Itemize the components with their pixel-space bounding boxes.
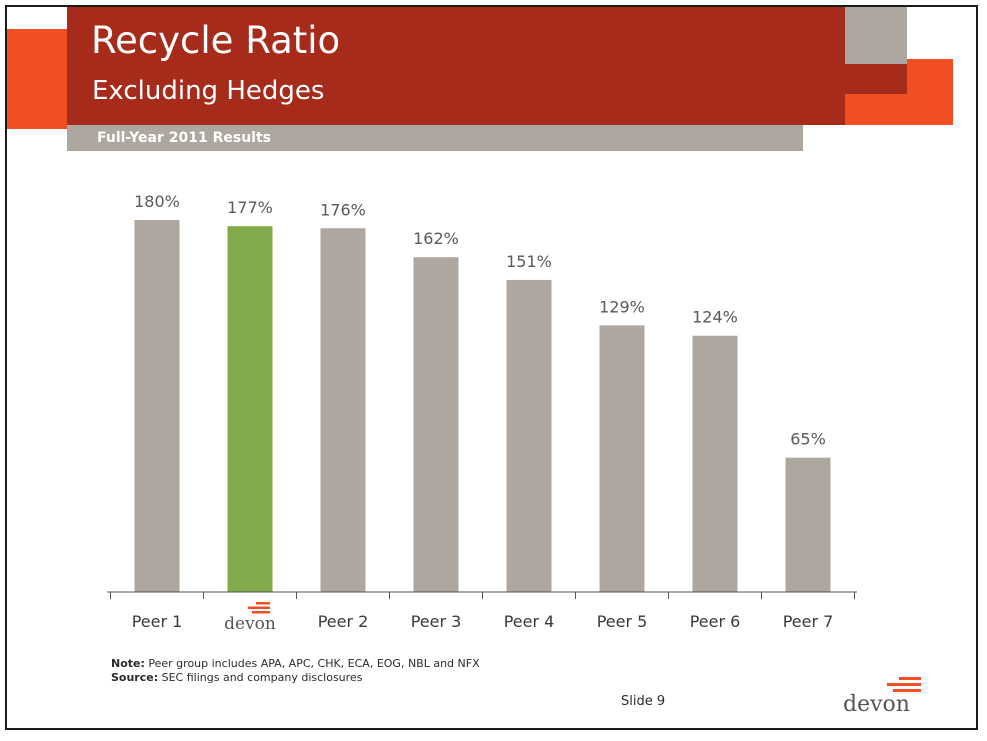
data-label: 177% <box>227 198 273 217</box>
data-label: 176% <box>320 200 366 219</box>
logo-stripe <box>887 683 921 686</box>
note-label: Note: <box>111 657 145 670</box>
bar <box>785 457 831 592</box>
data-label: 124% <box>692 308 738 327</box>
slide: Recycle Ratio Excluding Hedges Full-Year… <box>5 5 978 730</box>
data-label: 162% <box>413 229 459 248</box>
data-label: 65% <box>790 430 826 449</box>
bar <box>413 257 459 592</box>
logo-text: devon <box>843 692 910 717</box>
category-label: Peer 4 <box>504 612 555 631</box>
bar <box>134 220 180 592</box>
decorative-red-block <box>845 64 907 94</box>
data-label: 180% <box>134 192 180 211</box>
title-band <box>67 7 847 125</box>
category-label: Peer 5 <box>597 612 648 631</box>
slide-subtitle: Excluding Hedges <box>92 76 325 106</box>
results-label: Full-Year 2011 Results <box>97 130 271 146</box>
category-label: Peer 6 <box>690 612 741 631</box>
bar <box>506 279 552 592</box>
source-line: Source: SEC filings and company disclosu… <box>111 671 480 685</box>
bar-chart: 180% 177% 176% 162% 151% 129% 124% 65% Peer 1 dev… <box>107 192 857 634</box>
slide-number: Slide 9 <box>621 694 666 709</box>
logo-stripe <box>893 689 921 692</box>
data-label: 129% <box>599 297 645 316</box>
bar <box>320 228 366 592</box>
category-label: Peer 2 <box>318 612 369 631</box>
source-text: SEC filings and company disclosures <box>161 671 363 684</box>
logo-stripe <box>899 677 921 680</box>
source-label: Source: <box>111 671 159 684</box>
footnote: Note: Peer group includes APA, APC, CHK,… <box>111 657 480 685</box>
left-accent-block <box>7 29 67 129</box>
bar <box>599 325 645 592</box>
results-band <box>67 125 803 151</box>
logo-stripe <box>248 606 270 609</box>
decorative-gray-block <box>845 7 907 64</box>
category-label: Peer 3 <box>411 612 462 631</box>
category-label: Peer 7 <box>783 612 834 631</box>
note-line: Note: Peer group includes APA, APC, CHK,… <box>111 657 480 671</box>
logo-stripe <box>256 602 270 605</box>
devon-logo: devon <box>843 677 921 717</box>
data-label: 151% <box>506 252 552 271</box>
decorative-orange-block <box>907 59 953 125</box>
logo-stripe <box>252 611 270 614</box>
category-label: Peer 1 <box>132 612 183 631</box>
category-label-logo: devon <box>224 614 276 634</box>
decorative-orange-block-lower <box>845 94 907 125</box>
bar <box>227 226 273 592</box>
note-text: Peer group includes APA, APC, CHK, ECA, … <box>148 657 480 670</box>
bar <box>692 335 738 592</box>
slide-title: Recycle Ratio <box>91 19 341 62</box>
